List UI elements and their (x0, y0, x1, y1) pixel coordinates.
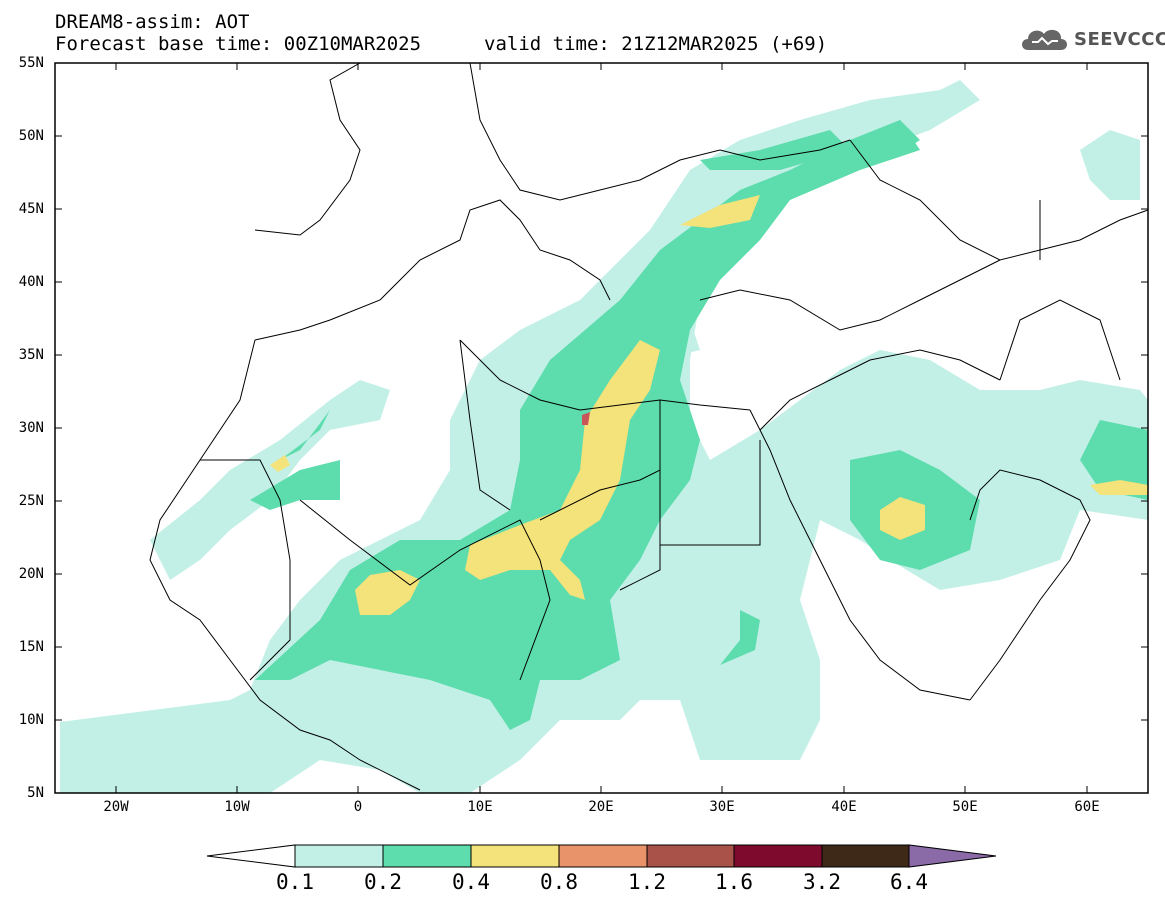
lat-label: 5N (27, 785, 44, 801)
colorbar-label: 1.2 (628, 870, 666, 894)
colorbar-high-arrow (908, 844, 997, 868)
colorbar-box-0.4 (470, 844, 560, 868)
lat-label: 25N (18, 493, 44, 509)
map-title: DREAM8-assim: AOT (55, 11, 250, 33)
lon-label: 10W (224, 799, 250, 815)
forecast-base-time: Forecast base time: 00Z10MAR2025 (55, 33, 422, 55)
colorbar-box-1.6 (733, 844, 823, 868)
colorbar-box-3.2 (821, 844, 910, 868)
lat-label: 30N (18, 420, 44, 436)
colorbar-label: 3.2 (803, 870, 841, 894)
lat-label: 55N (18, 55, 44, 71)
lon-label: 40E (831, 799, 857, 815)
lon-label: 50E (952, 799, 978, 815)
colorbar-low-arrow (206, 844, 296, 868)
aot-field (60, 63, 1148, 793)
axis-ticks (55, 62, 1148, 793)
colorbar-label: 0.8 (540, 870, 578, 894)
lat-label: 20N (18, 566, 44, 582)
lon-label: 20W (103, 799, 129, 815)
aot-level-0.4 (270, 195, 1148, 615)
lon-label: 30E (709, 799, 735, 815)
lat-label: 40N (18, 274, 44, 290)
lat-label: 50N (18, 128, 44, 144)
lon-label: 20E (588, 799, 614, 815)
colorbar-box-1.2 (646, 844, 735, 868)
lat-label: 35N (18, 347, 44, 363)
cloud-icon (1022, 29, 1067, 50)
lat-label: 45N (18, 201, 44, 217)
colorbar-box-0.1 (294, 844, 384, 868)
valid-time: valid time: 21Z12MAR2025 (+69) (484, 33, 828, 55)
colorbar-box-0.8 (558, 844, 648, 868)
lat-label: 10N (18, 712, 44, 728)
colorbar-box-0.2 (382, 844, 472, 868)
colorbar-label: 0.1 (276, 870, 314, 894)
aot-level-0.8 (582, 412, 590, 425)
lon-label: 0 (353, 799, 363, 815)
colorbar-label: 0.2 (364, 870, 402, 894)
country-borders (149, 63, 1148, 791)
lon-label: 60E (1074, 799, 1100, 815)
colorbar-label: 1.6 (715, 870, 753, 894)
colorbar (206, 844, 997, 868)
colorbar-label: 6.4 (890, 870, 928, 894)
logo-text: SEEVCCC (1074, 28, 1165, 50)
colorbar-label: 0.4 (452, 870, 490, 894)
lon-label: 10E (467, 799, 493, 815)
seevccc-logo: SEEVCCC (1018, 24, 1165, 54)
lat-label: 15N (18, 639, 44, 655)
